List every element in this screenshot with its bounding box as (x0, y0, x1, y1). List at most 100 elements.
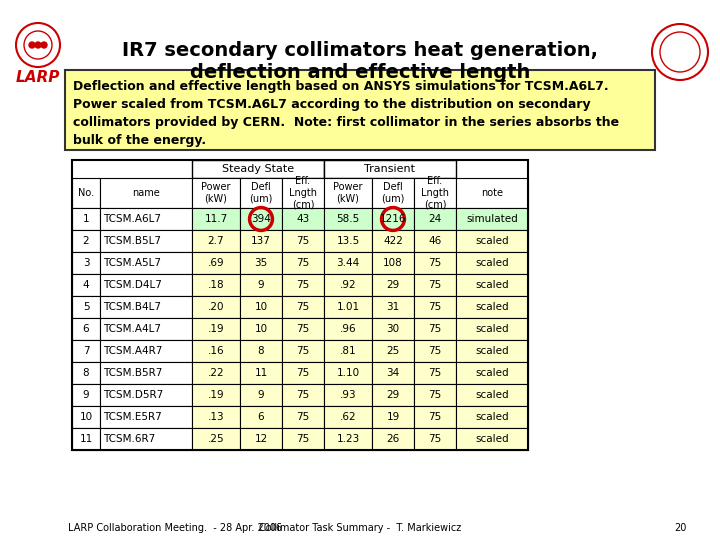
Bar (192, 208, 240, 230)
Bar (324, 296, 372, 318)
Text: 75: 75 (297, 236, 310, 246)
Bar (282, 178, 324, 208)
Bar (372, 274, 414, 296)
Bar (240, 318, 282, 340)
Bar (240, 340, 282, 362)
Text: 75: 75 (428, 368, 441, 378)
Bar (456, 318, 528, 340)
Bar (100, 318, 192, 340)
Text: 75: 75 (297, 368, 310, 378)
Bar (372, 384, 414, 406)
Bar (192, 318, 240, 340)
Bar (456, 340, 528, 362)
Text: 46: 46 (428, 236, 441, 246)
Text: Steady State: Steady State (222, 164, 294, 174)
Text: .19: .19 (207, 324, 225, 334)
Bar (240, 274, 282, 296)
Bar (100, 274, 192, 296)
Text: TCSM.A5L7: TCSM.A5L7 (103, 258, 161, 268)
Text: 108: 108 (383, 258, 403, 268)
Text: 75: 75 (428, 280, 441, 290)
Bar (192, 428, 240, 450)
Bar (72, 160, 528, 450)
Bar (240, 296, 282, 318)
Bar (72, 208, 100, 230)
Bar (414, 296, 456, 318)
Text: 137: 137 (251, 236, 271, 246)
Bar (414, 428, 456, 450)
Text: .96: .96 (340, 324, 356, 334)
Text: .69: .69 (207, 258, 225, 268)
Bar (324, 428, 372, 450)
Bar (100, 208, 192, 230)
Bar (282, 428, 324, 450)
Text: 75: 75 (428, 434, 441, 444)
Circle shape (35, 42, 41, 48)
Text: 19: 19 (387, 412, 400, 422)
Text: 3.44: 3.44 (336, 258, 359, 268)
Text: 75: 75 (297, 412, 310, 422)
Text: 1.10: 1.10 (336, 368, 359, 378)
Text: scaled: scaled (475, 346, 509, 356)
Text: 9: 9 (258, 390, 264, 400)
Text: 75: 75 (428, 412, 441, 422)
Text: .13: .13 (207, 412, 225, 422)
Bar (456, 178, 528, 208)
Bar (72, 296, 100, 318)
Text: TCSM.B4L7: TCSM.B4L7 (103, 302, 161, 312)
Text: 1.01: 1.01 (336, 302, 359, 312)
Text: 9: 9 (258, 280, 264, 290)
Bar (414, 274, 456, 296)
Bar (414, 252, 456, 274)
Bar (240, 208, 282, 230)
Text: .20: .20 (208, 302, 224, 312)
Text: scaled: scaled (475, 368, 509, 378)
Text: 31: 31 (387, 302, 400, 312)
Text: deflection and effective length: deflection and effective length (190, 63, 530, 82)
Text: 10: 10 (254, 324, 268, 334)
Bar (414, 178, 456, 208)
Circle shape (41, 42, 47, 48)
Bar (192, 160, 324, 178)
Text: 43: 43 (297, 214, 310, 224)
Text: 20: 20 (674, 523, 686, 533)
Bar (240, 362, 282, 384)
Text: 3: 3 (83, 258, 89, 268)
Text: Eff.
Lngth
(cm): Eff. Lngth (cm) (421, 177, 449, 210)
Text: 75: 75 (297, 390, 310, 400)
Text: 75: 75 (297, 258, 310, 268)
Text: 75: 75 (297, 302, 310, 312)
Bar (240, 252, 282, 274)
Text: .19: .19 (207, 390, 225, 400)
Text: .18: .18 (207, 280, 225, 290)
Text: .93: .93 (340, 390, 356, 400)
Text: 12: 12 (254, 434, 268, 444)
Text: Defl
(um): Defl (um) (249, 182, 273, 204)
Text: 5: 5 (83, 302, 89, 312)
Bar (414, 362, 456, 384)
Bar (192, 340, 240, 362)
Bar (72, 160, 528, 178)
Text: 9: 9 (83, 390, 89, 400)
Text: TCSM.A4L7: TCSM.A4L7 (103, 324, 161, 334)
Bar (282, 318, 324, 340)
Bar (282, 274, 324, 296)
Text: TCSM.B5L7: TCSM.B5L7 (103, 236, 161, 246)
Bar (282, 362, 324, 384)
Text: 1: 1 (83, 214, 89, 224)
Bar (414, 230, 456, 252)
Text: .92: .92 (340, 280, 356, 290)
Bar (324, 318, 372, 340)
Text: TCSM.E5R7: TCSM.E5R7 (103, 412, 162, 422)
Text: 75: 75 (428, 258, 441, 268)
Text: .16: .16 (207, 346, 225, 356)
Bar (324, 178, 372, 208)
Text: TCSM.B5R7: TCSM.B5R7 (103, 368, 163, 378)
Text: TCSM.D4L7: TCSM.D4L7 (103, 280, 162, 290)
Text: No.: No. (78, 188, 94, 198)
Bar (72, 252, 100, 274)
Text: TCSM.D5R7: TCSM.D5R7 (103, 390, 163, 400)
Bar (456, 406, 528, 428)
Bar (240, 178, 282, 208)
Bar (324, 160, 456, 178)
